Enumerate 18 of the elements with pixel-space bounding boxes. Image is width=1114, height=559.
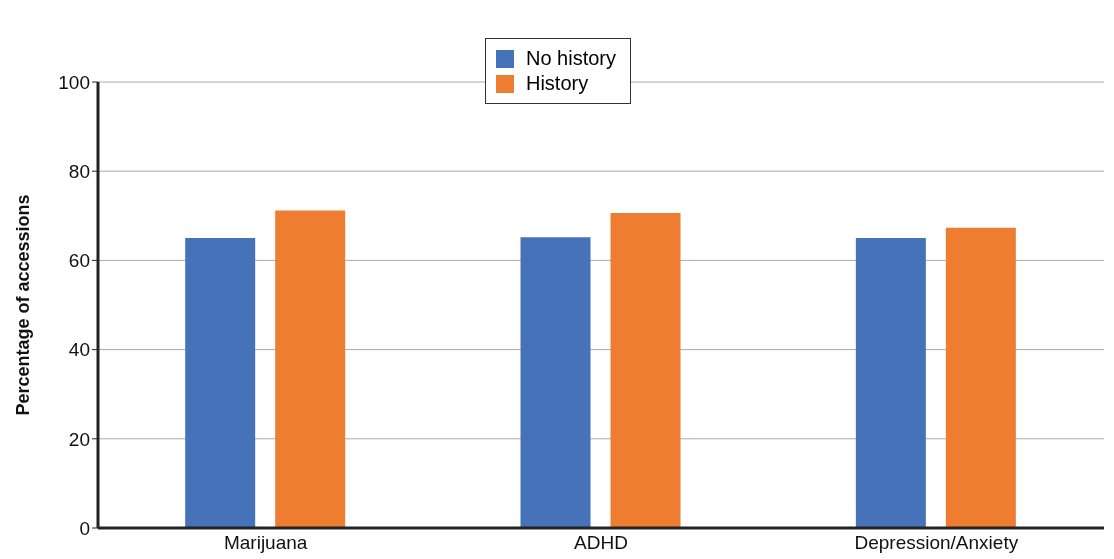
y-tick-label: 20: [68, 428, 90, 450]
legend-label: No history: [525, 47, 617, 70]
y-tick-label: 80: [68, 160, 90, 182]
x-tick-label: ADHD: [574, 532, 628, 554]
y-tick-label: 40: [68, 339, 90, 361]
y-tick-label: 60: [68, 250, 90, 272]
bar: [945, 227, 1016, 528]
bar: [855, 238, 926, 528]
x-tick-label: Depression/Anxiety: [854, 532, 1019, 554]
bar: [520, 237, 591, 528]
y-tick-label: 0: [79, 517, 90, 539]
bar: [275, 210, 346, 528]
y-axis-title: Percentage of accessions: [13, 194, 34, 416]
bar: [185, 238, 256, 528]
y-tick-label: 100: [58, 71, 90, 93]
legend-label: History: [525, 72, 589, 95]
bar: [610, 213, 681, 528]
x-tick-label: Marijuana: [223, 532, 308, 554]
